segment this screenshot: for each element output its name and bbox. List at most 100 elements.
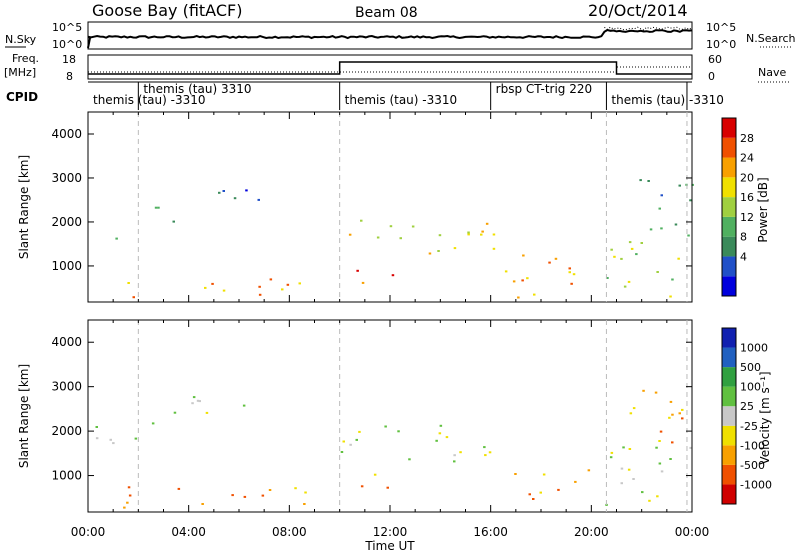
heatmap-cell: [660, 194, 663, 197]
heatmap-cell: [623, 285, 627, 288]
colorbar-segment: [722, 445, 736, 465]
heatmap-cell: [453, 247, 457, 250]
noise-sky-line: [87, 28, 693, 49]
x-tick-label: 16:00: [473, 525, 508, 539]
colorbar-segment: [722, 464, 736, 485]
heatmap-cell: [574, 480, 577, 483]
colorbar-tick-label: 16: [740, 191, 754, 204]
heatmap-cell: [532, 498, 535, 500]
heatmap-cell: [384, 425, 387, 428]
heatmap-cell: [542, 473, 546, 476]
power-heatmap: [115, 179, 694, 299]
heatmap-cell: [492, 233, 496, 236]
date-title: 20/Oct/2014: [588, 1, 688, 20]
nave-line: [88, 66, 692, 73]
heatmap-cell: [201, 503, 204, 505]
heatmap-cell: [681, 417, 684, 420]
heatmap-cell: [242, 404, 246, 407]
heatmap-cell: [485, 222, 489, 225]
heatmap-cell: [554, 257, 558, 260]
heatmap-cell: [231, 494, 234, 497]
heatmap-cell: [609, 456, 613, 459]
colorbar-segment: [722, 137, 736, 158]
y-tick-label: 4000: [51, 335, 82, 349]
colorbar-segment: [722, 328, 736, 348]
noise-left-tick-bottom: 10^0: [52, 38, 82, 51]
heatmap-cell: [257, 198, 260, 201]
heatmap-cell: [298, 282, 301, 285]
colorbar-segment: [722, 386, 736, 407]
colorbar-tick-label: 4: [740, 250, 747, 263]
heatmap-cell: [95, 437, 99, 440]
colorbar-segment: [722, 276, 736, 296]
y-tick-label: 4000: [51, 127, 82, 141]
heatmap-cell: [286, 283, 290, 286]
heatmap-cell: [132, 296, 135, 299]
heatmap-cell: [112, 442, 115, 445]
heatmap-cell: [438, 234, 442, 237]
heatmap-cell: [528, 493, 531, 496]
cpid-entry: themis (tau) -3310: [345, 93, 458, 107]
heatmap-cell: [386, 486, 389, 489]
heatmap-cell: [659, 430, 663, 433]
heatmap-cell: [610, 248, 613, 251]
heatmap-cell: [151, 422, 155, 425]
freq-right-tick-top: 60: [708, 53, 722, 66]
heatmap-cell: [640, 242, 643, 244]
heatmap-cell: [647, 180, 650, 182]
heatmap-cell: [360, 485, 364, 488]
cpid-entry: rbsp CT-trig 220: [496, 82, 592, 96]
colorbar-tick-label: 20: [740, 171, 754, 184]
heatmap-cell: [258, 285, 261, 288]
noise-panel: 10^5 10^0 10^5 10^0 N.Sky N.Search: [5, 21, 796, 51]
colorbar-tick-label: 100: [740, 381, 761, 394]
heatmap-cell: [658, 440, 661, 442]
beam-title: Beam 08: [355, 5, 418, 21]
heatmap-cell: [245, 189, 248, 192]
colorbar-tick-label: 500: [740, 361, 761, 374]
heatmap-cell: [373, 473, 377, 476]
heatmap-cell: [358, 430, 361, 433]
heatmap-cell: [389, 225, 393, 228]
station-title: Goose Bay (fitACF): [92, 1, 242, 20]
heatmap-cell: [361, 281, 365, 284]
velocity-ylabel: Slant Range [km]: [17, 364, 31, 468]
heatmap-cell: [632, 478, 635, 480]
heatmap-cell: [630, 247, 634, 250]
heatmap-cell: [656, 495, 659, 498]
heatmap-cell: [613, 255, 616, 258]
heatmap-cell: [488, 451, 492, 454]
heatmap-cell: [173, 411, 177, 414]
power-panel: 4000 3000 2000 1000 Slant Range [km] 28 24 20…: [17, 111, 770, 303]
heatmap-cell: [281, 288, 284, 291]
heatmap-cell: [342, 440, 345, 443]
heatmap-cell: [459, 451, 462, 454]
nave-label: Nave: [758, 66, 786, 79]
colorbar-segment: [722, 256, 736, 277]
colorbar-frame: [721, 117, 737, 297]
heatmap-cell: [635, 253, 638, 256]
colorbar-segment: [722, 177, 736, 198]
heatmap-cell: [243, 495, 247, 498]
heatmap-cell: [570, 282, 573, 285]
heatmap-cell: [539, 491, 542, 494]
heatmap-cell: [648, 499, 651, 502]
heatmap-cell: [678, 412, 681, 415]
heatmap-cell: [628, 241, 632, 244]
colorbar-tick-label: 28: [740, 132, 754, 145]
noise-left-tick-top: 10^5: [52, 21, 82, 34]
heatmap-cell: [428, 252, 432, 255]
velocity-heatmap: [95, 389, 692, 509]
heatmap-cell: [127, 282, 130, 284]
heatmap-cell: [115, 237, 118, 240]
heatmap-cell: [376, 236, 380, 239]
colorbar-tick-label: -1000: [740, 478, 772, 491]
y-tick-label: 2000: [51, 424, 82, 438]
heatmap-cell: [689, 199, 692, 202]
heatmap-cell: [411, 225, 415, 228]
cpid-entry: themis (tau) -3310: [611, 93, 724, 107]
heatmap-cell: [514, 473, 517, 475]
heatmap-cell: [656, 271, 659, 273]
heatmap-cell: [655, 446, 658, 449]
heatmap-cell: [211, 282, 214, 285]
